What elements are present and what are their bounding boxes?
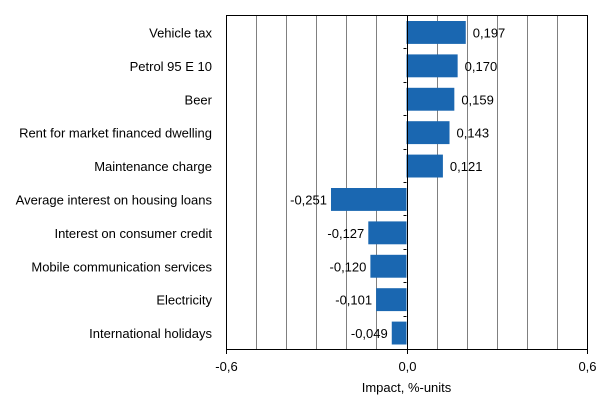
data-label: -0,251 xyxy=(290,192,327,207)
category-label: Rent for market financed dwelling xyxy=(19,126,212,141)
bar xyxy=(406,21,466,44)
category-label: International holidays xyxy=(89,326,212,341)
bar xyxy=(368,221,407,245)
bar xyxy=(406,154,443,178)
bar xyxy=(330,188,407,211)
x-axis-title: Impact, %-units xyxy=(362,380,452,395)
x-tick-label: -0,6 xyxy=(215,359,237,374)
data-label: -0,101 xyxy=(335,293,372,308)
data-label: -0,127 xyxy=(327,226,364,241)
category-label: Vehicle tax xyxy=(149,25,212,40)
data-label: 0,143 xyxy=(457,126,490,141)
data-label: -0,049 xyxy=(351,326,388,341)
data-label: 0,159 xyxy=(461,92,494,107)
category-label: Mobile communication services xyxy=(31,259,212,274)
category-label: Electricity xyxy=(156,293,212,308)
bar xyxy=(406,87,455,111)
category-label: Average interest on housing loans xyxy=(16,192,213,207)
bar xyxy=(391,321,407,345)
data-label: -0,120 xyxy=(330,259,367,274)
category-label: Beer xyxy=(185,92,213,107)
category-label: Interest on consumer credit xyxy=(54,226,212,241)
data-label: 0,121 xyxy=(450,159,483,174)
data-label: 0,170 xyxy=(465,59,498,74)
x-tick-label: 0,6 xyxy=(578,359,596,374)
data-label: 0,197 xyxy=(473,25,506,40)
x-tick-label: 0,0 xyxy=(398,359,416,374)
bar xyxy=(406,121,450,145)
bar xyxy=(370,254,407,278)
bar xyxy=(406,54,458,78)
category-label: Maintenance charge xyxy=(94,159,212,174)
bar xyxy=(376,288,407,312)
category-label: Petrol 95 E 10 xyxy=(130,59,212,74)
